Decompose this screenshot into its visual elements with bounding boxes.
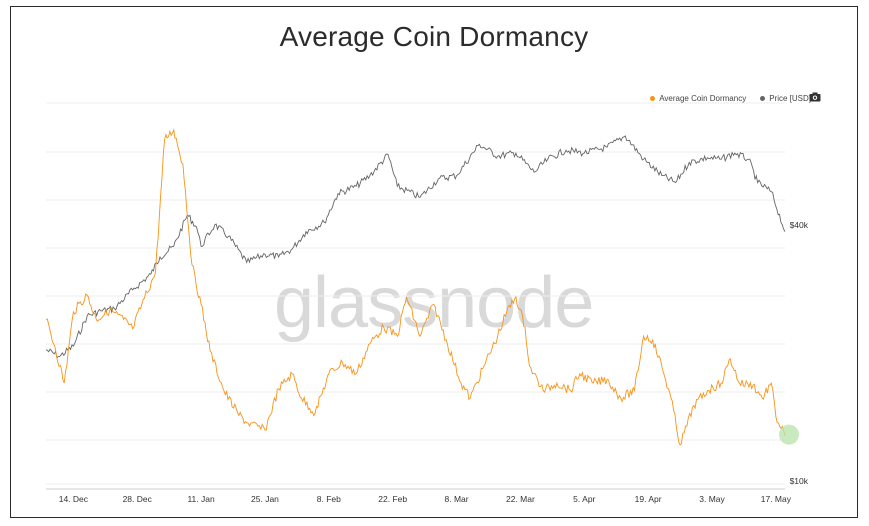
watermark: glassnode	[274, 263, 594, 343]
legend: Average Coin Dormancy Price [USD]	[650, 94, 811, 103]
chart-title: Average Coin Dormancy	[279, 21, 589, 52]
legend-item-dormancy[interactable]: Average Coin Dormancy	[650, 94, 746, 103]
legend-label-dormancy: Average Coin Dormancy	[659, 94, 747, 103]
y-tick-label: $10k	[790, 476, 809, 486]
x-tick-label: 25. Jan	[251, 494, 279, 504]
x-tick-label: 19. Apr	[635, 494, 662, 504]
price-swatch	[760, 96, 766, 101]
x-tick-label: 22. Feb	[378, 494, 407, 504]
x-tick-label: 3. May	[699, 494, 725, 504]
x-tick-label: 8. Mar	[445, 494, 469, 504]
legend-item-price[interactable]: Price [USD]	[760, 94, 811, 103]
legend-label-price: Price [USD]	[769, 94, 811, 103]
x-tick-label: 5. Apr	[573, 494, 595, 504]
x-tick-label: 14. Dec	[59, 494, 89, 504]
x-tick-label: 17. May	[761, 494, 792, 504]
camera-icon[interactable]	[809, 92, 821, 102]
y-tick-label: $40k	[790, 220, 809, 230]
x-tick-label: 28. Dec	[123, 494, 153, 504]
dormancy-series-line	[45, 128, 786, 446]
x-tick-label: 22. Mar	[506, 494, 535, 504]
chart-frame: Average Coin Dormancy	[10, 6, 858, 518]
highlight-circle	[779, 424, 799, 445]
price-series-line	[45, 135, 786, 359]
x-tick-label: 8. Feb	[317, 494, 341, 504]
x-tick-label: 11. Jan	[187, 494, 215, 504]
dormancy-swatch	[650, 96, 656, 101]
